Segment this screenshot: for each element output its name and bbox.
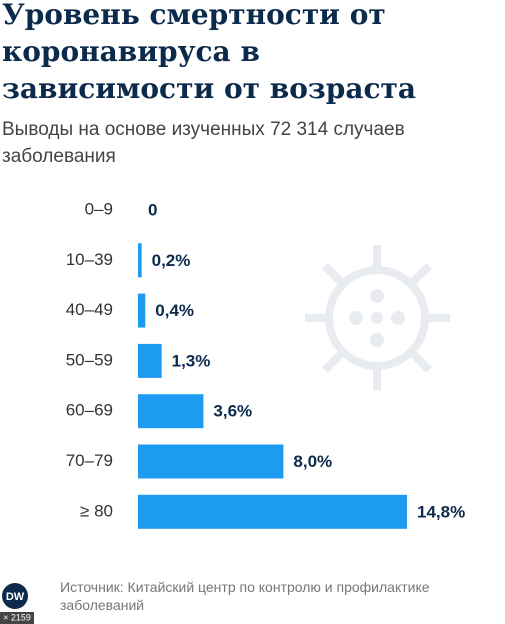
bar — [138, 394, 204, 429]
bar — [138, 293, 146, 328]
category-label: 0–9 — [85, 199, 113, 218]
virus-dots — [349, 289, 405, 347]
bar — [138, 444, 284, 479]
category-label: 70–79 — [66, 451, 113, 470]
category-label: 60–69 — [66, 401, 113, 420]
category-label: ≥ 80 — [80, 501, 113, 520]
logo: DW — [6, 591, 25, 603]
category-label: 10–39 — [66, 250, 113, 269]
value-label: 8,0% — [293, 452, 332, 471]
value-label: 14,8% — [417, 502, 465, 521]
value-label: 0 — [148, 200, 157, 219]
chart-subtitle: Выводы на основе изученных 72 314 случае… — [2, 119, 405, 167]
value-label: 0,2% — [152, 251, 191, 270]
category-label: 50–59 — [66, 350, 113, 369]
logo-circle — [2, 583, 28, 609]
bar — [138, 343, 162, 378]
badge: × 2159 — [3, 612, 31, 622]
badge-bg — [0, 612, 34, 624]
chart-title: Уровень смертности от коронавируса в зав… — [2, 0, 416, 105]
bar — [138, 243, 142, 278]
value-label: 1,3% — [172, 351, 211, 370]
bar — [138, 494, 407, 529]
category-label: 40–49 — [66, 300, 113, 319]
value-label: 3,6% — [213, 402, 252, 421]
source: Источник: Китайский центр по контролю и … — [60, 579, 430, 613]
virus-icon — [305, 245, 450, 390]
value-label: 0,4% — [155, 301, 194, 320]
